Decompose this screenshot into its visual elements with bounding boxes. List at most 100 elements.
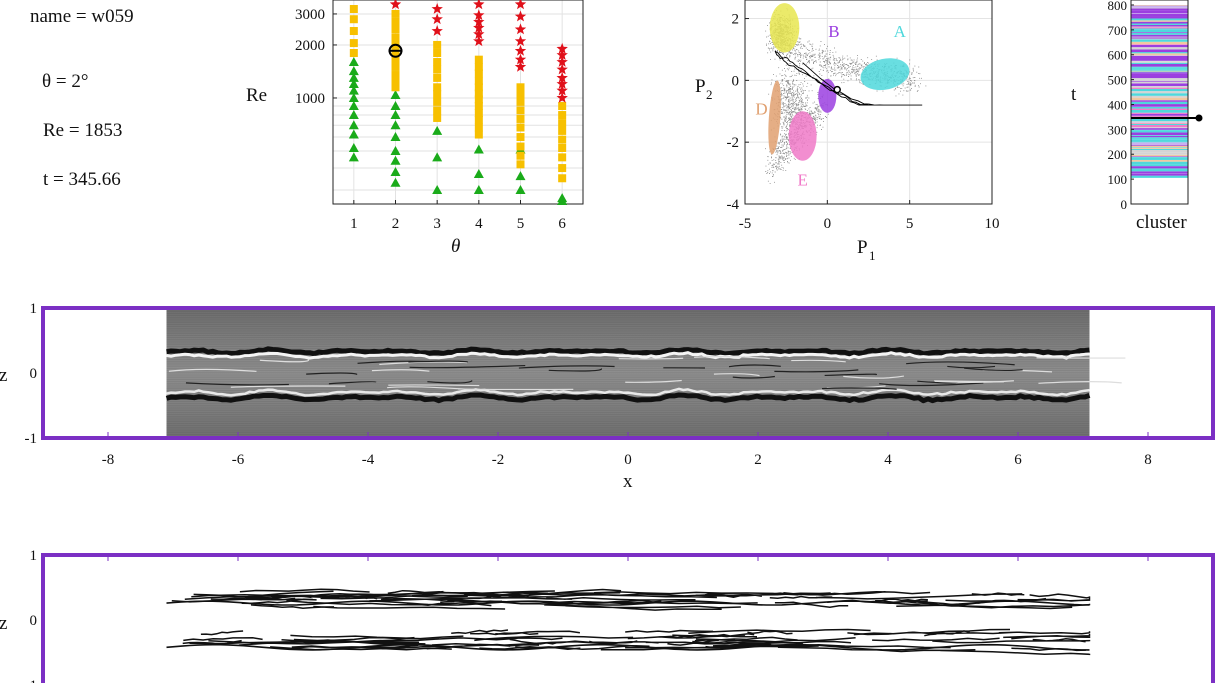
laminar-marker	[432, 152, 443, 162]
cluster-d-region	[768, 80, 781, 155]
transitional-marker	[349, 15, 358, 24]
shadowgraph-xtick-label: 6	[1014, 452, 1022, 468]
regime-ytick-label: 2000	[295, 38, 325, 54]
timeline-band	[1131, 122, 1188, 124]
shadowgraph-streak	[906, 361, 1015, 366]
timeline-band	[1131, 21, 1188, 24]
turbulent-marker	[556, 42, 568, 54]
turbulent-marker	[514, 44, 527, 56]
timeline-band	[1131, 168, 1188, 170]
turbulent-marker	[389, 0, 402, 10]
laminar-marker	[390, 101, 401, 111]
laminar-marker	[473, 185, 484, 195]
regime-ytick-label: 3000	[295, 7, 325, 23]
laminar-marker	[390, 177, 401, 187]
timeline-ytick-label: 600	[1108, 48, 1128, 63]
turbulent-marker	[473, 16, 485, 27]
shadowgraph-streak	[230, 385, 346, 388]
shadowgraph-streak	[964, 367, 1023, 371]
timeline-band	[1131, 147, 1188, 148]
turbulent-marker	[514, 61, 527, 72]
timeline-band	[1131, 144, 1188, 146]
shadowgraph-ytick-label: 1	[30, 301, 38, 317]
timeline-band	[1131, 20, 1188, 22]
timeline-band	[1131, 142, 1188, 145]
timeline-frame	[1130, 0, 1189, 205]
shadowgraph-streak	[409, 364, 526, 369]
timeline-band	[1131, 152, 1188, 155]
timeline-band	[1131, 113, 1188, 116]
timeline-band	[1131, 173, 1188, 176]
transitional-marker	[474, 76, 483, 85]
timeline-band	[1131, 53, 1188, 56]
transitional-marker	[474, 102, 483, 111]
timeline-band	[1131, 26, 1188, 28]
timeline-band	[1131, 60, 1188, 62]
timeline-band	[1131, 121, 1188, 123]
timeline-band	[1131, 24, 1188, 27]
transitional-marker	[516, 83, 525, 92]
contour-ytick-label: 0	[30, 613, 38, 629]
laminar-marker	[348, 152, 359, 162]
upper-interface-bright	[166, 351, 1090, 360]
transitional-marker	[433, 40, 442, 49]
transitional-marker	[558, 153, 567, 162]
regime-ytick-label: 1000	[295, 91, 325, 107]
projection-ytick-label: -4	[727, 197, 740, 213]
timeline-band	[1131, 123, 1188, 126]
turbulent-marker	[556, 92, 568, 103]
timeline-band	[1131, 72, 1188, 74]
timeline-band	[1131, 139, 1188, 142]
timeline-band	[1131, 119, 1188, 122]
shadowgraph-streak	[947, 365, 996, 369]
timeline-band	[1131, 141, 1188, 143]
timeline-xlabel: cluster	[1136, 212, 1187, 233]
shadowgraph-streak	[625, 379, 682, 383]
turbulent-marker	[556, 84, 568, 96]
contour-ytick-label: 1	[30, 548, 38, 564]
transitional-marker	[391, 33, 400, 42]
projection-ytick-label: 0	[732, 73, 740, 89]
transitional-marker	[474, 69, 483, 78]
timeline-band	[1131, 62, 1188, 64]
transitional-marker	[474, 83, 483, 92]
timeline-band	[1131, 71, 1188, 73]
projection-plot: A B D E -5 0 5 10 -4 -2 0 2 P 2 P 1	[695, 0, 1000, 263]
projection-xtick-label: 5	[906, 216, 914, 232]
transitional-marker	[558, 174, 567, 183]
laminar-marker	[390, 120, 401, 130]
upper-interface-contour	[166, 600, 1090, 606]
timeline-band	[1131, 173, 1188, 174]
shadowgraph-xlabel: x	[623, 471, 633, 492]
transitional-marker	[558, 126, 567, 135]
transitional-marker	[516, 114, 525, 123]
timeline-band	[1131, 69, 1188, 71]
transitional-marker	[474, 123, 483, 132]
timeline-band	[1131, 61, 1188, 63]
transitional-marker	[516, 160, 525, 169]
timeline-band	[1131, 156, 1188, 158]
transitional-marker	[391, 49, 400, 58]
timeline-ytick-label: 100	[1108, 172, 1128, 187]
shadowgraph-streak	[694, 355, 770, 360]
shadowgraph-streak	[821, 387, 897, 390]
laminar-marker	[390, 110, 401, 120]
turbulent-marker	[556, 78, 568, 89]
timeline-band	[1131, 80, 1188, 82]
timeline-band	[1131, 37, 1188, 39]
transitional-marker	[433, 90, 442, 99]
shadowgraph-streak	[728, 364, 781, 368]
contour-frame	[41, 553, 1215, 683]
cluster-c-region	[769, 3, 800, 53]
shadowgraph-streak	[185, 382, 289, 386]
timeline-ytick-label: 400	[1108, 97, 1128, 112]
timeline-band	[1131, 35, 1188, 37]
timeline-band	[1131, 156, 1188, 157]
timeline-band	[1131, 88, 1188, 92]
turbulent-marker	[514, 35, 527, 47]
laminar-marker	[348, 129, 359, 139]
shadowgraph-streak	[934, 380, 1014, 383]
timeline-band	[1131, 87, 1188, 89]
timeline-ytick-label: 800	[1108, 0, 1128, 13]
shadowgraph-streak	[379, 361, 468, 366]
